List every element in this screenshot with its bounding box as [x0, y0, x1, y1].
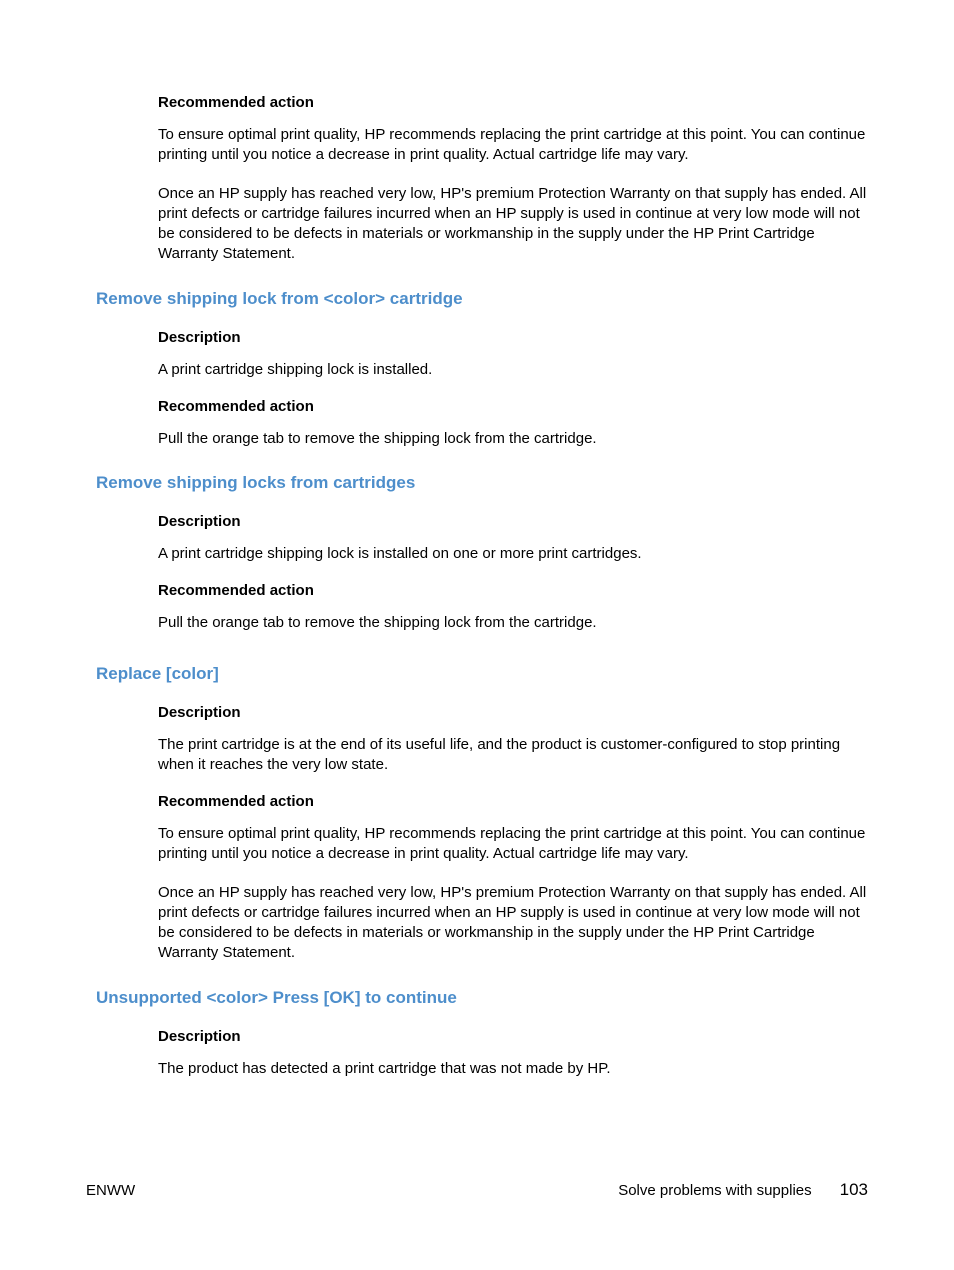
section-remove-shipping-locks: Remove shipping locks from cartridges De…	[86, 473, 868, 634]
section-continuation: Recommended action To ensure optimal pri…	[86, 94, 868, 265]
subheading-description: Description	[86, 329, 868, 346]
body-paragraph: To ensure optimal print quality, HP reco…	[86, 125, 868, 166]
subheading-description: Description	[86, 704, 868, 721]
body-paragraph: Once an HP supply has reached very low, …	[86, 184, 868, 265]
section-unsupported-color: Unsupported <color> Press [OK] to contin…	[86, 988, 868, 1079]
body-paragraph: Pull the orange tab to remove the shippi…	[86, 429, 868, 449]
section-heading: Replace [color]	[86, 664, 868, 684]
subheading-recommended-action: Recommended action	[86, 398, 868, 415]
body-paragraph: A print cartridge shipping lock is insta…	[86, 360, 868, 380]
section-heading: Remove shipping locks from cartridges	[86, 473, 868, 493]
subheading-description: Description	[86, 1028, 868, 1045]
subheading-recommended-action: Recommended action	[86, 94, 868, 111]
body-paragraph: A print cartridge shipping lock is insta…	[86, 544, 868, 564]
section-heading: Unsupported <color> Press [OK] to contin…	[86, 988, 868, 1008]
footer-right: Solve problems with supplies 103	[618, 1180, 868, 1200]
body-paragraph: The print cartridge is at the end of its…	[86, 735, 868, 776]
document-page: Recommended action To ensure optimal pri…	[0, 0, 954, 1079]
page-number: 103	[840, 1180, 868, 1200]
section-replace-color: Replace [color] Description The print ca…	[86, 664, 868, 964]
section-remove-shipping-lock-color: Remove shipping lock from <color> cartri…	[86, 289, 868, 450]
footer-chapter-title: Solve problems with supplies	[618, 1182, 811, 1199]
body-paragraph: Pull the orange tab to remove the shippi…	[86, 613, 868, 633]
subheading-recommended-action: Recommended action	[86, 793, 868, 810]
footer-left: ENWW	[86, 1182, 135, 1199]
subheading-recommended-action: Recommended action	[86, 582, 868, 599]
body-paragraph: The product has detected a print cartrid…	[86, 1059, 868, 1079]
subheading-description: Description	[86, 513, 868, 530]
body-paragraph: Once an HP supply has reached very low, …	[86, 883, 868, 964]
body-paragraph: To ensure optimal print quality, HP reco…	[86, 824, 868, 865]
section-heading: Remove shipping lock from <color> cartri…	[86, 289, 868, 309]
page-footer: ENWW Solve problems with supplies 103	[86, 1180, 868, 1200]
